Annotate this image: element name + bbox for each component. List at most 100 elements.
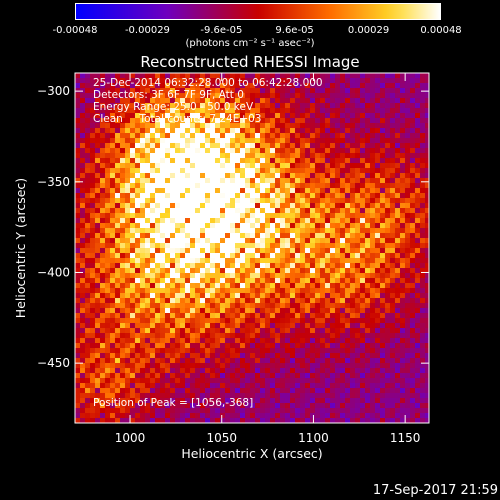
heatmap-cell: [180, 393, 186, 399]
heatmap-cell: [195, 298, 201, 304]
heatmap-cell: [395, 233, 401, 239]
heatmap-cell: [155, 148, 161, 154]
heatmap-cell: [170, 253, 176, 259]
heatmap-cell: [235, 288, 241, 294]
heatmap-cell: [120, 88, 126, 94]
heatmap-cell: [185, 168, 191, 174]
heatmap-cell: [75, 203, 81, 209]
heatmap-cell: [370, 113, 376, 119]
colorbar-tick-label: 0.00029: [347, 25, 390, 36]
heatmap-cell: [415, 323, 421, 329]
heatmap-cell: [400, 123, 406, 129]
heatmap-cell: [275, 403, 281, 409]
heatmap-cell: [105, 278, 111, 284]
heatmap-cell: [180, 188, 186, 194]
heatmap-cell: [90, 313, 96, 319]
heatmap-cell: [265, 253, 271, 259]
heatmap-cell: [150, 318, 156, 324]
heatmap-cell: [120, 418, 126, 423]
heatmap-cell: [295, 93, 301, 99]
heatmap-cell: [185, 208, 191, 214]
heatmap-cell: [280, 138, 286, 144]
x-tick-label: 1100: [298, 431, 329, 445]
heatmap-cell: [380, 388, 386, 394]
heatmap-cell: [235, 328, 241, 334]
heatmap-cell: [420, 168, 426, 174]
heatmap-cell: [225, 363, 231, 369]
heatmap-cell: [250, 398, 256, 404]
heatmap-cell: [255, 83, 261, 89]
heatmap-cell: [105, 253, 111, 259]
heatmap-cell: [285, 403, 291, 409]
heatmap-cell: [110, 78, 116, 84]
heatmap-cell: [215, 343, 221, 349]
heatmap-cell: [295, 163, 301, 169]
heatmap-cell: [250, 383, 256, 389]
heatmap-cell: [305, 148, 311, 154]
heatmap-cell: [330, 198, 336, 204]
heatmap-cell: [410, 143, 416, 149]
heatmap-cell: [405, 373, 411, 379]
heatmap-cell: [140, 208, 146, 214]
heatmap-cell: [220, 373, 226, 379]
heatmap-cell: [395, 228, 401, 234]
heatmap-cell: [295, 198, 301, 204]
heatmap-cell: [255, 333, 261, 339]
heatmap-cell: [135, 283, 141, 289]
heatmap-cell: [405, 113, 411, 119]
heatmap-cell: [125, 83, 131, 89]
heatmap-cell: [135, 298, 141, 304]
heatmap-cell: [105, 343, 111, 349]
heatmap-cell: [275, 148, 281, 154]
heatmap-cell: [255, 388, 261, 394]
heatmap-cell: [300, 368, 306, 374]
heatmap-cell: [425, 188, 429, 194]
heatmap-cell: [85, 223, 91, 229]
heatmap-cell: [305, 223, 311, 229]
heatmap-cell: [290, 113, 296, 119]
heatmap-cell: [425, 373, 429, 379]
heatmap-cell: [210, 228, 216, 234]
heatmap-cell: [100, 413, 106, 419]
heatmap-cell: [300, 128, 306, 134]
heatmap-cell: [305, 393, 311, 399]
heatmap-cell: [265, 403, 271, 409]
heatmap-cell: [170, 343, 176, 349]
heatmap-cell: [270, 338, 276, 344]
heatmap-cell: [175, 208, 181, 214]
heatmap-cell: [285, 258, 291, 264]
heatmap-cell: [135, 368, 141, 374]
heatmap-cell: [385, 303, 391, 309]
heatmap-cell: [230, 263, 236, 269]
heatmap-cell: [85, 288, 91, 294]
heatmap-cell: [90, 263, 96, 269]
heatmap-cell: [145, 153, 151, 159]
heatmap-cell: [330, 383, 336, 389]
heatmap-cell: [95, 293, 101, 299]
heatmap-cell: [415, 343, 421, 349]
heatmap-cell: [365, 103, 371, 109]
heatmap-cell: [385, 348, 391, 354]
heatmap-cell: [120, 173, 126, 179]
heatmap-cell: [175, 358, 181, 364]
heatmap-cell: [175, 108, 181, 114]
heatmap-cell: [405, 308, 411, 314]
heatmap-cell: [295, 123, 301, 129]
heatmap-cell: [325, 318, 331, 324]
heatmap-cell: [90, 168, 96, 174]
heatmap-cell: [210, 73, 216, 79]
heatmap-cell: [200, 163, 206, 169]
heatmap-cell: [390, 308, 396, 314]
heatmap-cell: [180, 318, 186, 324]
heatmap-cell: [115, 313, 121, 319]
heatmap-cell: [360, 228, 366, 234]
heatmap-cell: [145, 93, 151, 99]
heatmap-cell: [345, 418, 351, 423]
heatmap-cell: [90, 403, 96, 409]
heatmap-cell: [110, 88, 116, 94]
heatmap-cell: [385, 83, 391, 89]
heatmap-cell: [120, 323, 126, 329]
heatmap-cell: [280, 323, 286, 329]
heatmap-cell: [375, 78, 381, 84]
heatmap-cell: [310, 153, 316, 159]
